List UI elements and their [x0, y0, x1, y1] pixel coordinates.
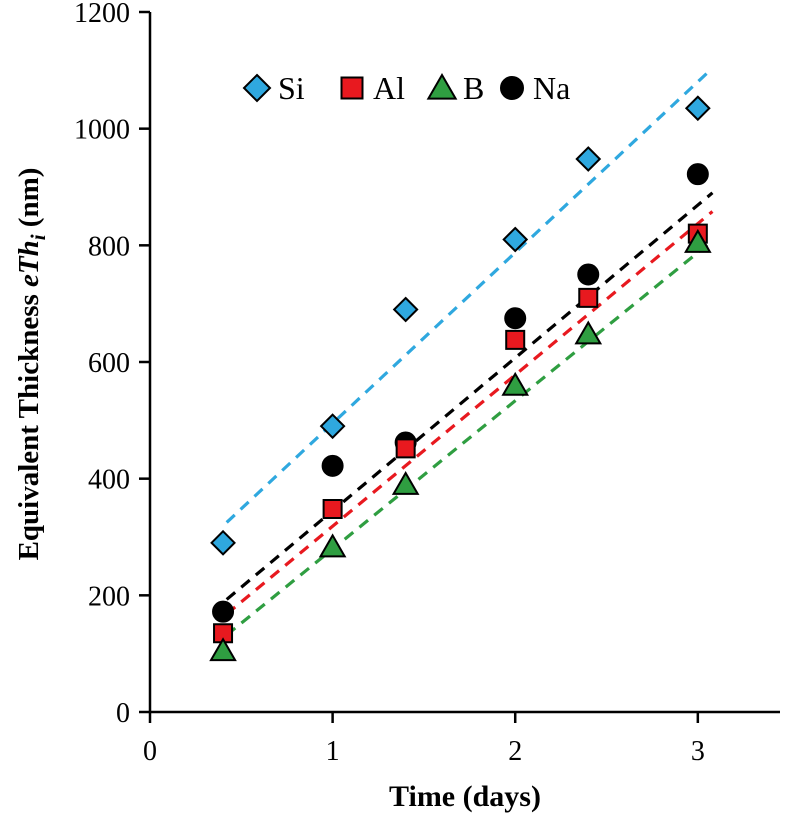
y-tick-label: 1200 [74, 0, 130, 29]
circle-marker [686, 163, 709, 186]
circle-marker [212, 600, 235, 623]
y-tick-label: 800 [88, 231, 130, 262]
y-axis-title: Equivalent Thickness eThi (nm) [13, 14, 50, 714]
square-marker [322, 499, 343, 519]
triangle-marker [391, 470, 420, 495]
legend-label-Na: Na [533, 70, 570, 106]
y-axis-title-suffix: (nm) [13, 167, 45, 235]
square-marker [213, 623, 234, 644]
square-marker [340, 76, 364, 100]
diamond-marker [502, 226, 529, 253]
trendline-B [225, 239, 714, 637]
x-tick-label: 1 [326, 736, 340, 767]
x-tick-label: 3 [691, 736, 705, 767]
triangle-marker [574, 320, 603, 345]
y-tick-label: 200 [88, 581, 130, 612]
y-axis-title-subscript: i [25, 234, 50, 241]
y-axis-title-prefix: Equivalent Thickness [13, 286, 45, 561]
legend-label-Al: Al [373, 70, 405, 106]
diamond-marker [684, 95, 711, 122]
x-tick-label: 2 [508, 736, 522, 767]
x-tick-label: 0 [143, 736, 157, 767]
trendline-Si [225, 72, 709, 524]
triangle-marker [426, 72, 458, 100]
diamond-marker [319, 413, 346, 440]
diamond-marker [575, 146, 602, 172]
axis-lines [148, 12, 780, 714]
legend-label-B: B [463, 70, 484, 106]
diamond-marker [242, 73, 272, 103]
triangle-marker [209, 637, 237, 662]
circle-marker [321, 454, 344, 477]
trendline-Na [225, 191, 714, 601]
diamond-marker [210, 529, 236, 556]
y-tick-label: 0 [116, 698, 130, 729]
y-axis-title-math: eTh [13, 240, 45, 287]
y-tick-label: 400 [88, 465, 130, 496]
triangle-marker [501, 371, 530, 396]
legend-label-Si: Si [278, 70, 305, 106]
diamond-marker [392, 296, 419, 323]
triangle-marker [684, 228, 712, 253]
triangle-marker [318, 533, 347, 558]
y-tick-label: 1000 [74, 115, 130, 146]
circle-marker [500, 76, 524, 100]
circle-marker [577, 263, 600, 286]
trendline-Al [225, 210, 714, 616]
circle-marker [504, 307, 527, 330]
square-marker [505, 329, 526, 350]
square-marker [578, 287, 599, 308]
y-tick-label: 600 [88, 348, 130, 379]
square-marker [395, 438, 416, 459]
x-axis-title: Time (days) [389, 780, 541, 813]
